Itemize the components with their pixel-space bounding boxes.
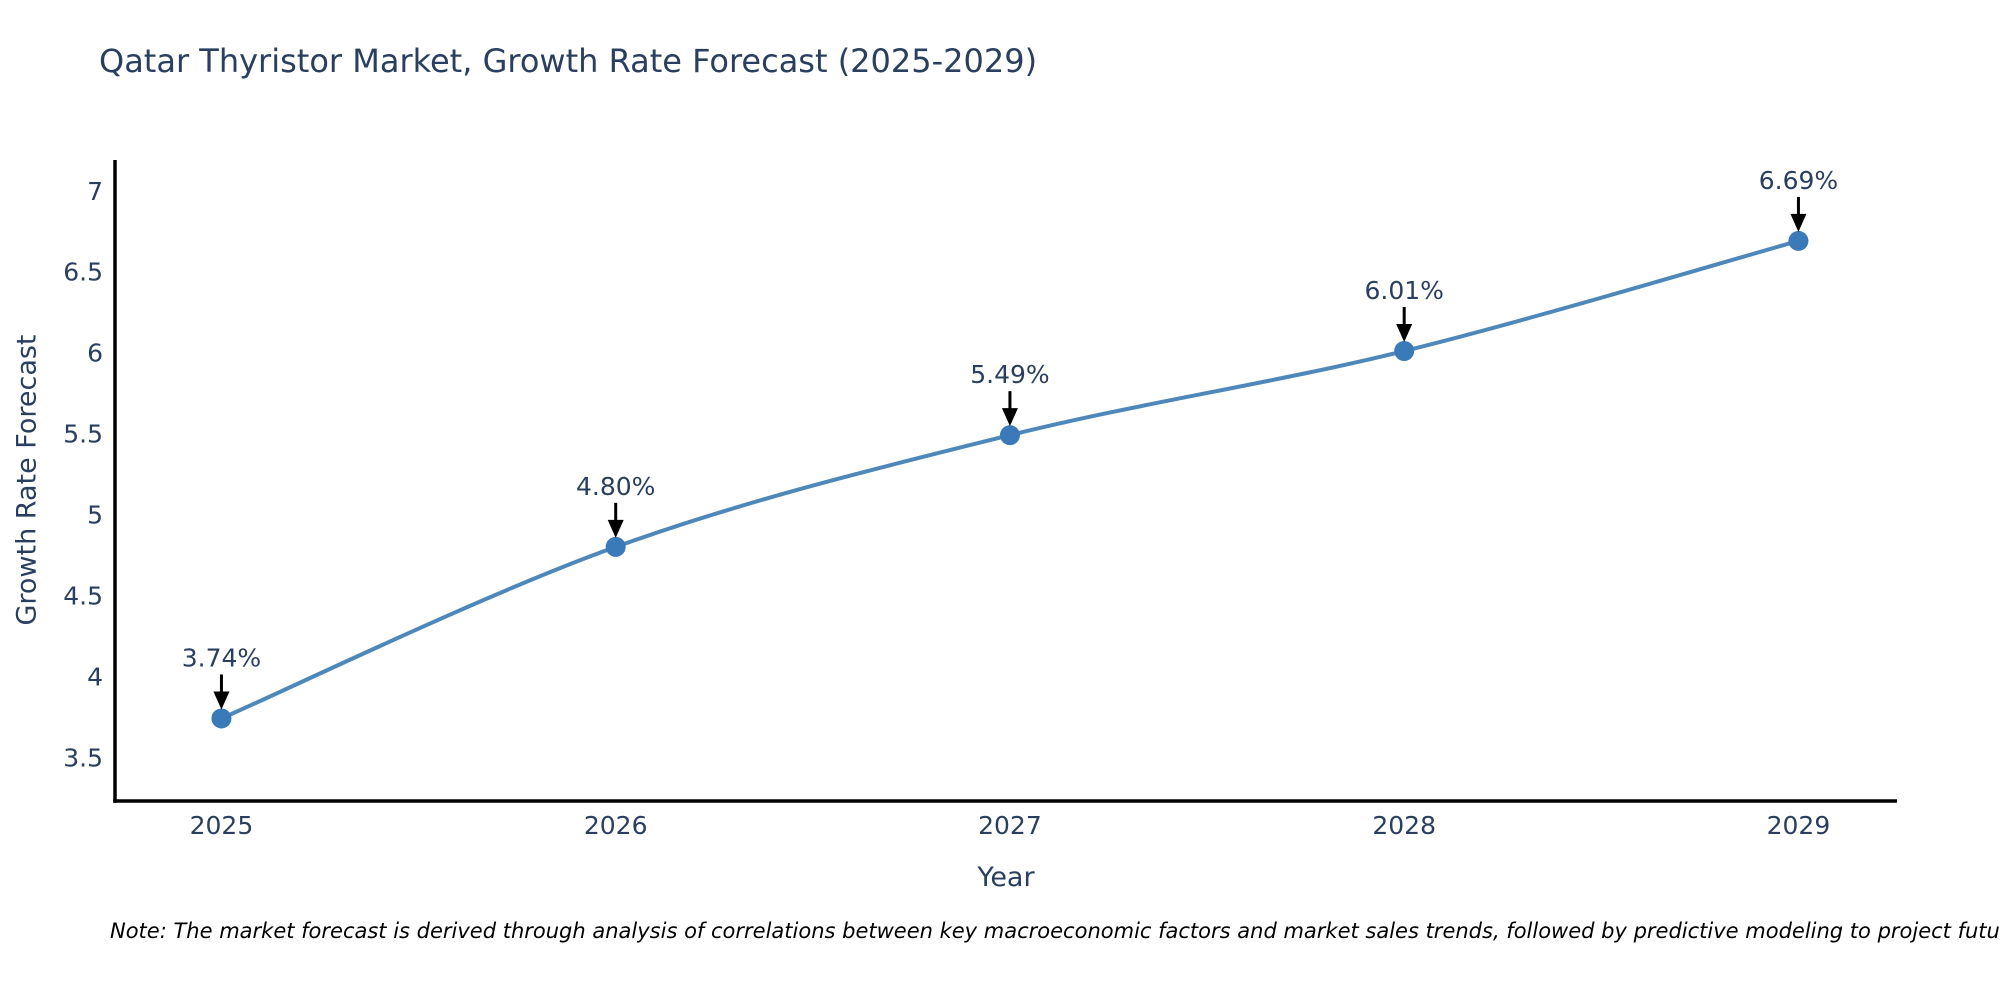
footnote: Note: The market forecast is derived thr…: [110, 919, 2000, 943]
x-tick-label: 2029: [1767, 811, 1831, 840]
trend-line: [220, 238, 1799, 721]
y-tick-label: 5.5: [63, 420, 103, 449]
y-tick-label: 7: [87, 177, 103, 206]
y-tick-label: 4: [87, 662, 103, 691]
annotation-arrowhead: [1396, 324, 1413, 343]
y-tick-label: 4.5: [63, 581, 103, 610]
data-point: [211, 708, 232, 729]
x-tick-label: 2026: [584, 811, 648, 840]
chart-title: Qatar Thyristor Market, Growth Rate Fore…: [99, 42, 1038, 80]
annotation-arrowhead: [1790, 213, 1807, 232]
annotation-arrowhead: [213, 691, 230, 710]
x-tick-label: 2028: [1372, 811, 1436, 840]
annotation-label: 5.49%: [970, 360, 1049, 389]
annotation-label: 6.01%: [1364, 276, 1443, 305]
data-point: [605, 536, 626, 557]
annotation-label: 6.69%: [1759, 166, 1838, 195]
x-tick-label: 2027: [978, 811, 1042, 840]
y-tick-label: 6: [87, 339, 103, 368]
annotation-arrowhead: [1001, 408, 1018, 427]
data-point: [1394, 341, 1415, 362]
y-tick-label: 3.5: [63, 743, 103, 772]
y-tick-label: 5: [87, 500, 103, 529]
annotation-label: 4.80%: [576, 472, 655, 501]
annotation-arrowhead: [607, 519, 624, 538]
x-axis-title: Year: [977, 862, 1035, 893]
y-tick-label: 6.5: [63, 258, 103, 287]
data-point: [999, 425, 1020, 446]
data-point: [1788, 230, 1809, 251]
y-axis-title: Growth Rate Forecast: [11, 334, 43, 626]
x-tick-label: 2025: [190, 811, 254, 840]
annotation-label: 3.74%: [182, 643, 261, 672]
